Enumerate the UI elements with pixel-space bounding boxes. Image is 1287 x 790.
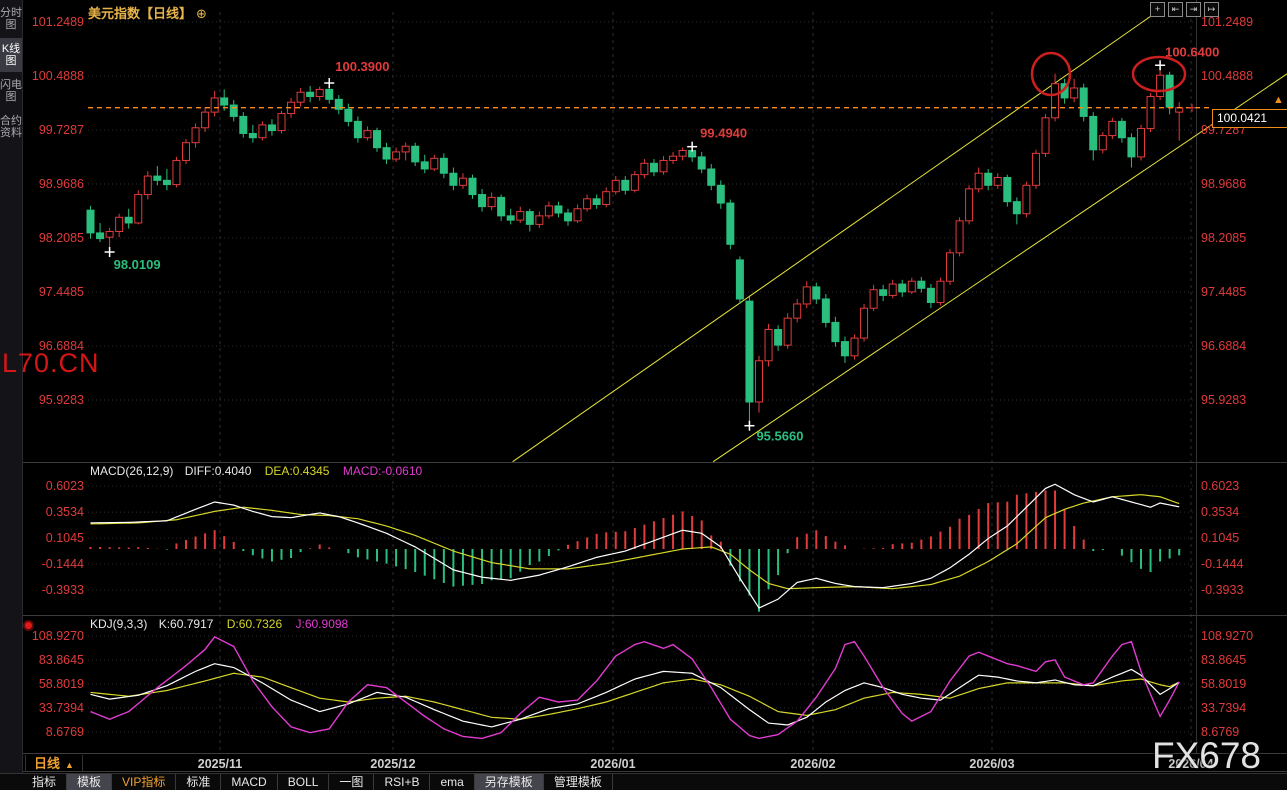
price-up-arrow-icon: ▲	[1273, 94, 1284, 106]
axis-tick-label: 95.9283	[39, 393, 84, 407]
price-annotation-low: 95.5660	[756, 429, 803, 444]
axis-tick-label: 0.1045	[46, 531, 84, 545]
chart-window-controls: + ⇤ ⇥ ↦	[1150, 2, 1219, 17]
toolbar-button-3[interactable]: 标准	[176, 774, 222, 790]
axis-tick-label: 98.2085	[1201, 231, 1246, 245]
macd-dea-value: DEA:0.4345	[264, 464, 330, 478]
kdj-d-value: D:60.7326	[226, 617, 283, 631]
period-selector[interactable]: 日线 ▲	[25, 755, 83, 772]
watermark-site: L70.CN	[2, 348, 100, 378]
price-annotation-low: 98.0109	[114, 257, 161, 272]
axis-tick-label: 8.6769	[1201, 725, 1239, 739]
indicator-toolbar: 指标 模板 VIP指标 标准 MACD BOLL 一图 RSI+B ema 另存模板 管理模板	[0, 773, 1287, 790]
toolbar-button-4[interactable]: MACD	[221, 774, 278, 790]
axis-tick-label: 98.2085	[39, 231, 84, 245]
chart-type-sidebar: 分时图 K线图闪电图合约资料	[0, 0, 23, 790]
axis-tick-label: 58.8019	[39, 677, 84, 691]
period-label: 日线	[34, 756, 61, 771]
axis-tick-label: 97.4485	[1201, 285, 1246, 299]
axis-tick-label: -0.3933	[42, 583, 84, 597]
toolbar-button-0[interactable]: 指标	[22, 774, 68, 790]
axis-tick-label: 108.9270	[1201, 629, 1253, 643]
axis-tick-label: 100.4888	[1201, 69, 1253, 83]
sidebar-item-3[interactable]: 合约资料	[0, 115, 22, 139]
axis-tick-label: 97.4485	[39, 285, 84, 299]
toolbar-button-8[interactable]: ema	[430, 774, 475, 790]
toolbar-button-5[interactable]: BOLL	[278, 774, 330, 790]
x-axis-month-label: 2025/12	[370, 757, 415, 771]
macd-diff-value: DIFF:0.4040	[184, 464, 252, 478]
kdj-j-value: J:60.9098	[295, 617, 349, 631]
axis-tick-label: 99.7287	[39, 123, 84, 137]
x-axis-month-label: 2026/02	[790, 757, 835, 771]
price-annotation-high: 100.6400	[1165, 44, 1219, 59]
kdj-params-label: KDJ(9,3,3)	[90, 617, 148, 631]
axis-tick-label: 101.2489	[32, 15, 84, 29]
toolbar-button-2[interactable]: VIP指标	[112, 774, 177, 790]
axis-tick-label: 0.3534	[1201, 505, 1239, 519]
axis-tick-label: 96.6884	[39, 339, 84, 353]
x-axis-month-label: 2026/01	[590, 757, 635, 771]
toolbar-button-6[interactable]: 一图	[329, 774, 375, 790]
macd-params-label: MACD(26,12,9)	[90, 464, 174, 478]
axis-tick-label: 0.1045	[1201, 531, 1239, 545]
axis-tick-label: 8.6769	[46, 725, 84, 739]
axis-tick-label: 98.9686	[39, 177, 84, 191]
last-price-tag: 100.0421	[1212, 109, 1287, 128]
axis-tick-label: 83.8645	[39, 653, 84, 667]
macd-indicator-header: MACD(26,12,9) DIFF:0.4040 DEA:0.4345 MAC…	[90, 464, 422, 478]
chart-title: 美元指数【日线】 ⊕	[88, 3, 207, 22]
axis-scale-left-icon[interactable]: ⇤	[1168, 2, 1183, 17]
price-annotation-high: 99.4940	[700, 126, 747, 141]
pan-right-icon[interactable]: ↦	[1204, 2, 1219, 17]
toolbar-button-7[interactable]: RSI+B	[374, 774, 431, 790]
symbol-period-title: 美元指数【日线】	[88, 6, 193, 21]
axis-tick-label: 98.9686	[1201, 177, 1246, 191]
axis-tick-label: 0.3534	[46, 505, 84, 519]
axis-tick-label: 101.2489	[1201, 15, 1253, 29]
macd-value: MACD:-0.0610	[342, 464, 423, 478]
toolbar-button-10[interactable]: 管理模板	[544, 774, 613, 790]
axis-tick-label: 0.6023	[1201, 479, 1239, 493]
watermark-fx678: FX678	[1152, 735, 1262, 776]
axis-tick-label: 83.8645	[1201, 653, 1246, 667]
axis-tick-label: 108.9270	[32, 629, 84, 643]
axis-tick-label: -0.1444	[1201, 557, 1243, 571]
sidebar-item-0[interactable]: 分时图	[0, 7, 22, 31]
sidebar-item-2[interactable]: 闪电图	[0, 79, 22, 103]
crosshair-pan-icon[interactable]: +	[1150, 2, 1165, 17]
axis-tick-label: 95.9283	[1201, 393, 1246, 407]
triangle-up-icon: ▲	[65, 760, 74, 770]
axis-tick-label: 96.6884	[1201, 339, 1246, 353]
x-axis-month-label: 2026/04	[1168, 757, 1213, 771]
axis-tick-label: 0.6023	[46, 479, 84, 493]
sidebar-item-1[interactable]: K线图	[0, 38, 22, 72]
circle-plus-icon[interactable]: ⊕	[196, 6, 207, 21]
x-axis-month-label: 2026/03	[969, 757, 1014, 771]
axis-tick-label: -0.1444	[42, 557, 84, 571]
axis-scale-right-icon[interactable]: ⇥	[1186, 2, 1201, 17]
x-axis-month-label: 2025/11	[198, 757, 243, 771]
axis-tick-label: 58.8019	[1201, 677, 1246, 691]
axis-tick-label: 33.7394	[1201, 701, 1246, 715]
axis-tick-label: 100.4888	[32, 69, 84, 83]
kdj-indicator-header: KDJ(9,3,3) K:60.7917 D:60.7326 J:60.9098	[90, 617, 348, 631]
record-dot-icon[interactable]	[23, 620, 34, 631]
toolbar-button-9[interactable]: 另存模板	[474, 774, 544, 790]
axis-tick-label: -0.3933	[1201, 583, 1243, 597]
kdj-k-value: K:60.7917	[158, 617, 214, 631]
price-annotation-high: 100.3900	[335, 59, 389, 74]
axis-tick-label: 33.7394	[39, 701, 84, 715]
toolbar-button-1[interactable]: 模板	[67, 774, 113, 790]
